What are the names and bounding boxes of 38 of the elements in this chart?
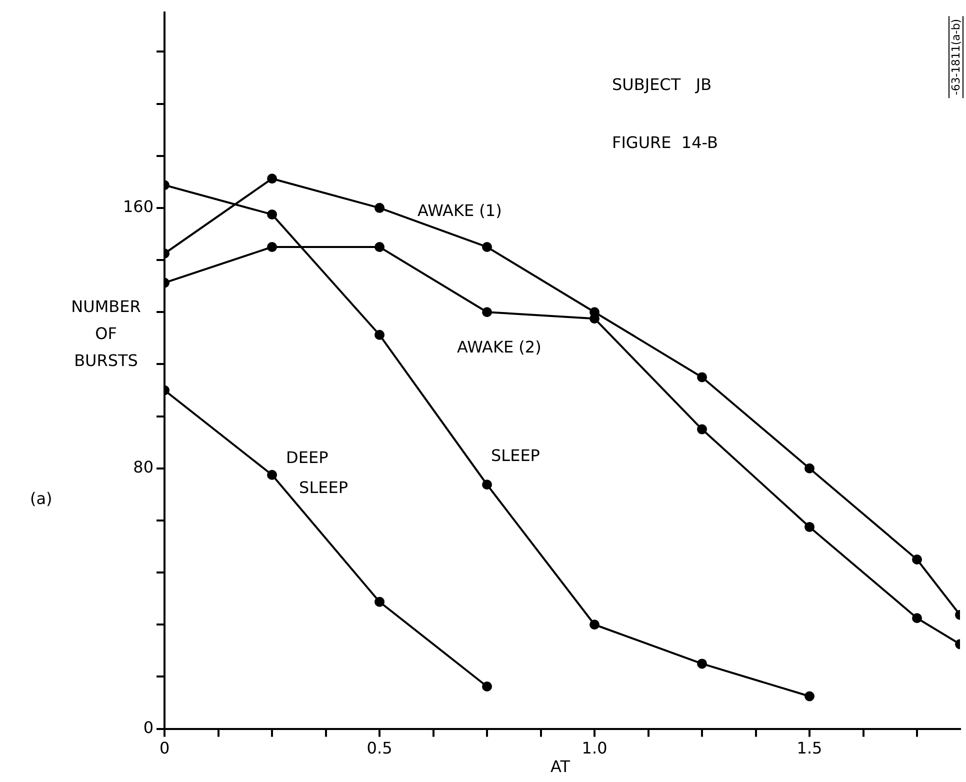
y-tick-label: 0	[143, 718, 154, 737]
point	[482, 307, 492, 318]
point	[374, 596, 385, 607]
point	[482, 681, 492, 692]
x-tick-label: 0	[159, 738, 170, 758]
point	[697, 658, 708, 669]
annotation: SUBJECT JB	[612, 75, 712, 94]
point	[590, 620, 600, 630]
point	[482, 480, 492, 490]
point	[374, 202, 385, 213]
series-label: AWAKE (1)	[418, 201, 502, 220]
point	[267, 470, 278, 480]
point	[697, 372, 708, 382]
text: (a)	[30, 489, 52, 508]
point	[267, 242, 278, 252]
point	[804, 522, 815, 532]
point	[374, 330, 385, 340]
point	[267, 174, 278, 184]
annotation: -63-1811(a-b)	[948, 16, 964, 98]
series-label: AWAKE (2)	[457, 337, 542, 356]
x-tick-label: 1.5	[796, 738, 822, 758]
y-tick-label: 160	[122, 197, 154, 216]
point	[374, 242, 385, 252]
point	[912, 554, 922, 565]
annotation: FIGURE 14-B	[612, 133, 718, 152]
y-axis-title: NUMBER OF BURSTS	[71, 297, 141, 370]
series-label: SLEEP	[491, 446, 540, 465]
point	[267, 209, 278, 220]
point	[697, 424, 708, 434]
x-tick-label: 1.0	[582, 738, 608, 758]
y-tick-label: 80	[133, 458, 154, 477]
point	[804, 691, 815, 702]
point	[804, 463, 815, 474]
x-axis-title: AT	[550, 757, 570, 776]
x-tick-label: 0.5	[366, 738, 392, 758]
series-label: DEEP SLEEP	[286, 448, 348, 498]
point	[912, 613, 922, 624]
point	[482, 242, 492, 252]
